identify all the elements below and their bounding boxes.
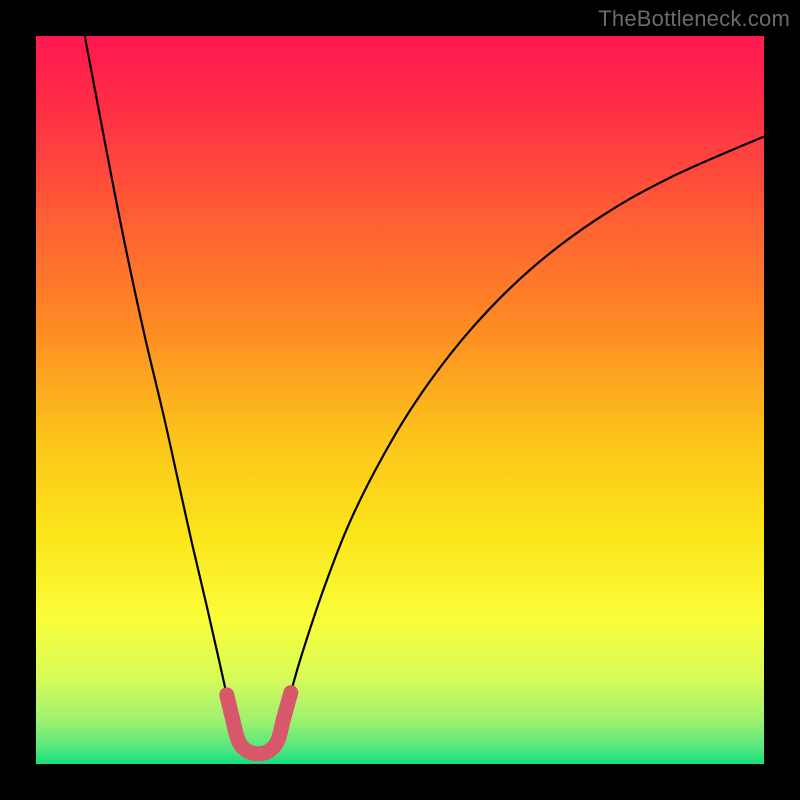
plot-background xyxy=(36,36,764,764)
bottleneck-chart xyxy=(0,0,800,800)
watermark-text: TheBottleneck.com xyxy=(598,6,790,32)
